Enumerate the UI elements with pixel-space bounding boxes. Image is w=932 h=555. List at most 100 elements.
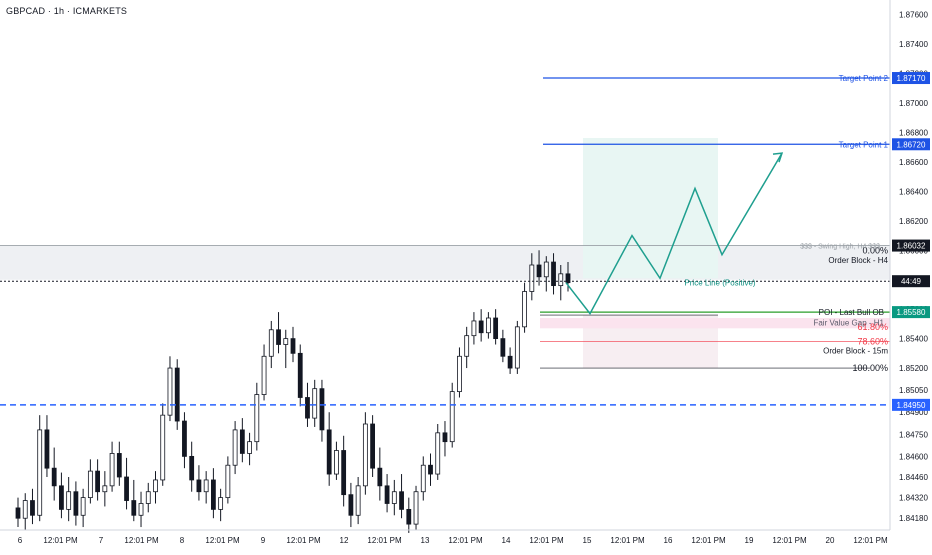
fvg-zone	[540, 318, 890, 329]
projection-zone	[583, 138, 718, 279]
candle	[348, 482, 354, 528]
candle-body	[196, 479, 202, 493]
price-badge-text: 1.85580	[897, 308, 926, 317]
candle-body	[464, 335, 470, 357]
candle-body	[182, 420, 187, 457]
y-tick-label: 1.84180	[899, 514, 928, 523]
candle	[276, 312, 281, 354]
candle	[261, 344, 267, 401]
candle-body	[312, 388, 318, 419]
candle	[283, 329, 289, 369]
candle	[305, 382, 310, 427]
price-badge-bg	[892, 306, 930, 319]
candle-body	[558, 273, 564, 287]
price-badge-text: 44:49	[901, 277, 922, 286]
target-badge-text: 1.86720	[897, 140, 926, 149]
candle	[73, 481, 79, 526]
x-tick-label: 16	[664, 536, 673, 545]
candle-body	[493, 317, 499, 340]
candle	[160, 403, 166, 486]
candle	[334, 441, 339, 480]
candle	[326, 412, 332, 486]
candle	[95, 459, 101, 501]
candle	[522, 282, 527, 333]
price-badge-text: 1.84950	[897, 401, 926, 410]
annotation-label: Price Line (Positive)	[684, 279, 755, 288]
candle-body	[203, 479, 209, 493]
candle	[290, 326, 296, 363]
candle	[218, 488, 224, 522]
candle	[174, 359, 180, 430]
candle-body	[73, 491, 79, 516]
candle	[44, 415, 50, 477]
candle-body	[268, 329, 274, 357]
candle-body	[80, 497, 86, 516]
y-tick-label: 1.84320	[899, 494, 928, 503]
candle-body	[210, 479, 216, 510]
candle-body	[326, 429, 332, 475]
candle	[312, 379, 318, 427]
candle-body	[529, 264, 535, 292]
candle-body	[399, 491, 404, 510]
candle	[478, 309, 484, 342]
y-tick-label: 1.85050	[899, 386, 928, 395]
x-tick-label: 12:01 PM	[853, 536, 888, 545]
y-tick-label: 1.84750	[899, 430, 928, 439]
candle-body	[543, 261, 549, 278]
y-tick-label: 1.84900	[899, 408, 928, 417]
candle	[167, 356, 173, 422]
x-tick-label: 15	[583, 536, 592, 545]
candle	[225, 456, 231, 504]
y-tick-label: 1.86800	[899, 129, 928, 138]
candle	[109, 441, 115, 492]
candle	[471, 312, 477, 345]
candle-body	[362, 423, 368, 487]
projection-arrowhead	[772, 152, 784, 163]
candle	[500, 329, 506, 363]
candle-body	[160, 414, 166, 481]
x-tick-label: 12:01 PM	[529, 536, 564, 545]
candle	[15, 497, 21, 528]
candle-body	[247, 441, 252, 454]
candle	[565, 262, 571, 292]
candle-body	[341, 450, 347, 496]
candle-body	[283, 338, 289, 345]
target-badge-text: 1.87170	[897, 74, 926, 83]
candle-body	[478, 320, 484, 334]
x-tick-label: 19	[745, 536, 754, 545]
candle-body	[174, 367, 180, 422]
candle-body	[131, 500, 137, 516]
candle	[254, 382, 260, 451]
candle	[153, 471, 158, 504]
y-tick-label: 1.86200	[899, 217, 928, 226]
candle	[391, 479, 397, 516]
candle	[420, 456, 426, 501]
candle	[145, 482, 151, 513]
candle	[543, 256, 549, 292]
candle-body	[500, 338, 506, 357]
y-tick-label: 1.87000	[899, 99, 928, 108]
candle	[102, 471, 108, 507]
candle-body	[377, 467, 383, 487]
candle-body	[297, 352, 303, 398]
x-tick-label: 20	[826, 536, 835, 545]
candle	[551, 253, 556, 295]
annotation-label: Order Block - H4	[828, 256, 888, 265]
candle	[30, 488, 35, 525]
candle-body	[305, 397, 310, 419]
x-tick-label: 12:01 PM	[772, 536, 807, 545]
candle	[413, 485, 419, 530]
candle-body	[167, 367, 173, 416]
target-badge: 1.86720	[892, 138, 930, 151]
x-tick-label: 13	[421, 536, 430, 545]
fib-label: 78.60%	[857, 337, 888, 347]
candle	[442, 421, 448, 457]
candle	[457, 347, 462, 398]
candle	[210, 468, 216, 519]
candle-body	[44, 429, 50, 469]
symbol-title[interactable]: GBPCAD · 1h · ICMARKETS	[6, 6, 128, 16]
x-tick-label: 6	[18, 536, 23, 545]
candle-body	[565, 273, 571, 284]
candle	[297, 344, 303, 407]
